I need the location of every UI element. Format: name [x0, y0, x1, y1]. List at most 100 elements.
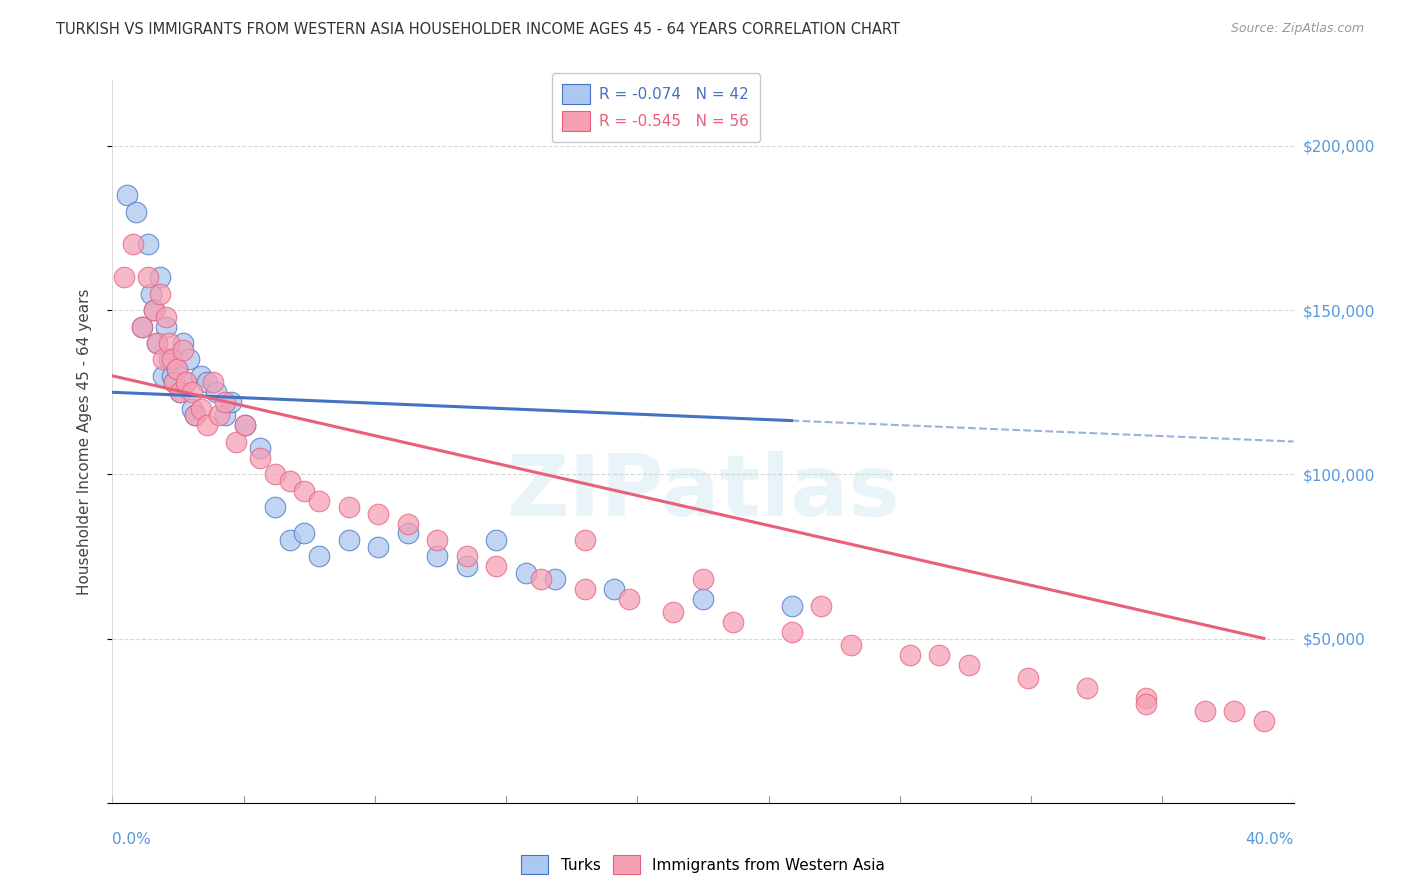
Point	[692, 592, 714, 607]
Point	[456, 559, 478, 574]
Point	[172, 343, 194, 357]
Point	[780, 625, 803, 640]
Legend: Turks, Immigrants from Western Asia: Turks, Immigrants from Western Asia	[515, 849, 891, 880]
Point	[205, 385, 228, 400]
Point	[184, 409, 207, 423]
Legend: R = -0.074   N = 42, R = -0.545   N = 56: R = -0.074 N = 42, R = -0.545 N = 56	[551, 73, 759, 142]
Point	[574, 533, 596, 547]
Point	[174, 376, 197, 390]
Point	[166, 362, 188, 376]
Point	[184, 409, 207, 423]
Point	[190, 401, 212, 416]
Point	[142, 303, 165, 318]
Point	[574, 582, 596, 597]
Point	[155, 310, 177, 324]
Point	[181, 385, 204, 400]
Point	[172, 336, 194, 351]
Point	[456, 549, 478, 564]
Point	[898, 648, 921, 662]
Point	[426, 549, 449, 564]
Point	[692, 573, 714, 587]
Point	[249, 441, 271, 455]
Point	[721, 615, 744, 630]
Point	[125, 204, 148, 219]
Point	[337, 500, 360, 515]
Point	[157, 352, 180, 367]
Point	[160, 368, 183, 383]
Point	[169, 385, 191, 400]
Point	[146, 336, 169, 351]
Point	[308, 493, 330, 508]
Point	[195, 376, 218, 390]
Point	[122, 237, 145, 252]
Point	[1135, 690, 1157, 705]
Point	[149, 286, 172, 301]
Text: 40.0%: 40.0%	[1246, 831, 1294, 847]
Point	[174, 376, 197, 390]
Point	[112, 270, 135, 285]
Point	[214, 395, 236, 409]
Point	[292, 526, 315, 541]
Y-axis label: Householder Income Ages 45 - 64 years: Householder Income Ages 45 - 64 years	[77, 288, 91, 595]
Point	[367, 507, 389, 521]
Point	[603, 582, 626, 597]
Point	[1253, 714, 1275, 728]
Text: Source: ZipAtlas.com: Source: ZipAtlas.com	[1230, 22, 1364, 36]
Point	[780, 599, 803, 613]
Point	[1017, 671, 1039, 685]
Point	[163, 376, 186, 390]
Point	[662, 605, 685, 619]
Point	[544, 573, 567, 587]
Point	[839, 638, 862, 652]
Point	[136, 270, 159, 285]
Point	[160, 352, 183, 367]
Point	[515, 566, 537, 580]
Point	[190, 368, 212, 383]
Point	[163, 376, 186, 390]
Point	[195, 418, 218, 433]
Point	[485, 559, 508, 574]
Point	[367, 540, 389, 554]
Point	[142, 303, 165, 318]
Point	[1223, 704, 1246, 718]
Point	[233, 418, 256, 433]
Point	[1076, 681, 1098, 695]
Point	[181, 401, 204, 416]
Point	[152, 368, 174, 383]
Point	[396, 526, 419, 541]
Point	[208, 409, 231, 423]
Point	[146, 336, 169, 351]
Point	[337, 533, 360, 547]
Point	[292, 483, 315, 498]
Point	[214, 409, 236, 423]
Point	[169, 385, 191, 400]
Point	[179, 352, 201, 367]
Point	[810, 599, 832, 613]
Point	[136, 237, 159, 252]
Point	[249, 450, 271, 465]
Point	[278, 533, 301, 547]
Point	[157, 336, 180, 351]
Point	[131, 319, 153, 334]
Point	[308, 549, 330, 564]
Point	[149, 270, 172, 285]
Point	[201, 376, 224, 390]
Point	[219, 395, 242, 409]
Point	[131, 319, 153, 334]
Point	[264, 467, 287, 482]
Point	[619, 592, 641, 607]
Point	[426, 533, 449, 547]
Point	[264, 500, 287, 515]
Point	[1135, 698, 1157, 712]
Point	[396, 516, 419, 531]
Text: ZIPatlas: ZIPatlas	[506, 450, 900, 533]
Point	[278, 474, 301, 488]
Point	[117, 188, 138, 202]
Point	[233, 418, 256, 433]
Point	[529, 573, 551, 587]
Point	[155, 319, 177, 334]
Text: TURKISH VS IMMIGRANTS FROM WESTERN ASIA HOUSEHOLDER INCOME AGES 45 - 64 YEARS CO: TURKISH VS IMMIGRANTS FROM WESTERN ASIA …	[56, 22, 900, 37]
Point	[166, 362, 188, 376]
Point	[225, 434, 247, 449]
Point	[957, 657, 980, 672]
